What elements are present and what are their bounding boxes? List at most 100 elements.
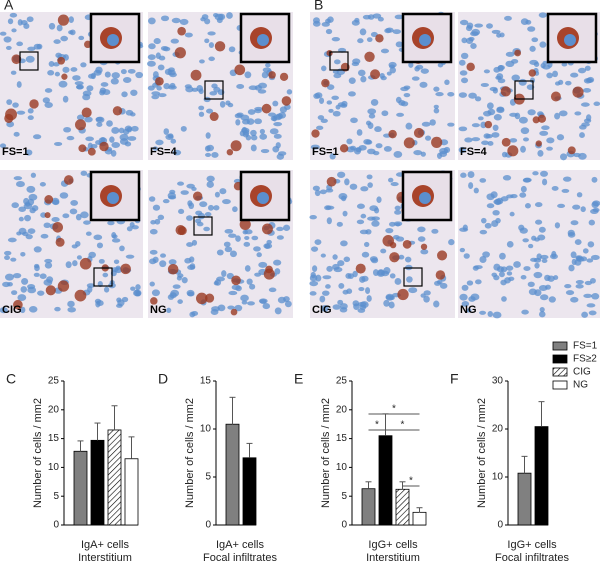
nucleus <box>54 141 63 146</box>
nucleus <box>458 146 467 153</box>
nucleus <box>249 283 256 290</box>
y-axis-label: Number of cells / mm2 <box>320 398 332 508</box>
nucleus <box>309 215 317 220</box>
nucleus <box>492 124 499 131</box>
nucleus <box>506 271 513 276</box>
nucleus <box>332 110 341 117</box>
nucleus <box>95 117 103 122</box>
nucleus <box>340 240 348 247</box>
inset-nucleus <box>564 34 576 46</box>
nucleus <box>16 41 24 47</box>
nucleus <box>327 16 334 23</box>
nucleus <box>86 283 95 288</box>
nucleus <box>44 262 53 269</box>
inset-box <box>514 80 534 100</box>
nucleus <box>5 273 15 281</box>
nucleus <box>392 29 402 35</box>
nucleus <box>396 112 405 117</box>
nucleus <box>278 112 287 119</box>
legend-swatch <box>552 354 568 364</box>
nucleus <box>151 289 160 297</box>
nucleus <box>75 213 82 221</box>
stained-cell <box>13 299 23 310</box>
nucleus <box>321 305 329 312</box>
nucleus <box>384 28 392 34</box>
nucleus <box>228 233 237 238</box>
nucleus <box>23 202 33 210</box>
nucleus <box>470 31 479 37</box>
nucleus <box>53 62 60 67</box>
nucleus <box>520 18 529 25</box>
nucleus <box>562 176 572 182</box>
nucleus <box>40 233 49 239</box>
nucleus <box>350 117 358 124</box>
nucleus <box>580 256 588 262</box>
nucleus <box>167 192 176 199</box>
nucleus <box>72 260 78 267</box>
stained-cell <box>61 73 68 80</box>
nucleus <box>481 217 487 224</box>
stained-cell <box>74 119 87 131</box>
nucleus <box>279 106 287 114</box>
nucleus <box>548 296 556 303</box>
nucleus <box>310 144 320 150</box>
nucleus <box>234 304 243 312</box>
nucleus <box>518 116 528 124</box>
nucleus <box>13 176 23 181</box>
nucleus <box>467 171 475 179</box>
nucleus <box>111 127 120 134</box>
nucleus <box>18 206 27 212</box>
nucleus <box>326 217 332 225</box>
nucleus <box>315 274 322 282</box>
stained-cell <box>535 140 542 147</box>
nucleus <box>579 124 587 130</box>
panel-letter: E <box>294 371 303 387</box>
nucleus <box>540 294 549 301</box>
nucleus <box>492 209 500 216</box>
nucleus <box>27 46 36 51</box>
stained-cell <box>214 41 226 52</box>
nucleus <box>348 77 356 84</box>
nucleus <box>358 144 367 151</box>
nucleus <box>527 26 536 32</box>
nucleus <box>520 145 526 153</box>
nucleus <box>208 56 215 62</box>
nucleus <box>184 32 193 38</box>
nucleus <box>491 132 500 138</box>
nucleus <box>160 15 170 22</box>
nucleus <box>367 108 377 115</box>
nucleus <box>368 113 376 119</box>
nucleus <box>337 171 346 178</box>
nucleus <box>484 222 492 229</box>
nucleus <box>557 203 566 208</box>
stained-cell <box>57 280 70 292</box>
nucleus <box>247 109 256 115</box>
stained-cell <box>239 218 251 231</box>
nucleus <box>154 218 161 225</box>
nucleus <box>466 22 474 29</box>
stained-cell <box>321 78 330 88</box>
x-axis-label: Focal infiltrates <box>203 552 277 564</box>
nucleus <box>486 102 494 110</box>
nucleus <box>471 123 480 128</box>
y-tick-label: 10 <box>48 462 60 473</box>
y-tick-label: 15 <box>336 433 348 444</box>
y-tick-label: 25 <box>336 376 348 387</box>
nucleus <box>561 188 570 193</box>
nucleus <box>480 82 489 87</box>
nucleus <box>7 18 14 25</box>
y-tick-label: 5 <box>341 491 347 502</box>
nucleus <box>361 251 370 258</box>
stained-cell <box>177 26 186 36</box>
nucleus <box>433 300 440 308</box>
nucleus <box>521 309 529 315</box>
nucleus <box>274 268 281 275</box>
nucleus <box>413 150 423 156</box>
nucleus <box>204 18 211 25</box>
y-tick-label: 20 <box>492 424 504 435</box>
nucleus <box>342 210 348 217</box>
inset-box <box>329 51 349 71</box>
nucleus <box>224 229 234 234</box>
nucleus <box>268 112 277 117</box>
stained-cell <box>403 137 415 149</box>
